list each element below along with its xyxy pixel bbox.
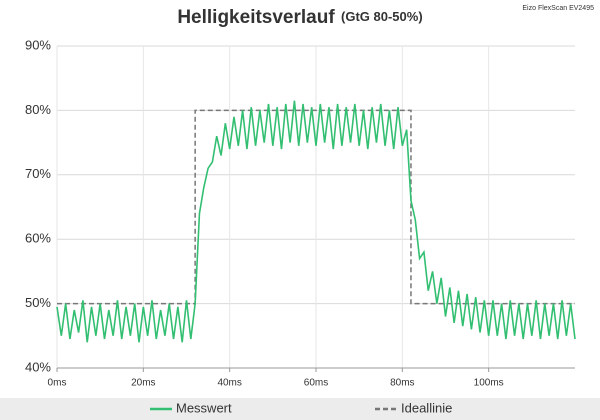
chart-title-suffix: (GtG 80-50%) (341, 9, 423, 24)
y-tick-label: 80% (25, 102, 51, 117)
legend-band (0, 398, 600, 420)
y-tick-label: 40% (25, 359, 51, 374)
legend-label: Ideallinie (401, 400, 452, 415)
chart-subtitle: Eizo FlexScan EV2495 (522, 5, 594, 12)
chart-title: Helligkeitsverlauf (177, 7, 335, 28)
y-tick-label: 90% (25, 37, 51, 52)
x-tick-label: 100ms (474, 378, 504, 389)
y-tick-label: 70% (25, 166, 51, 181)
series-line (57, 109, 575, 305)
x-tick-label: 60ms (304, 378, 328, 389)
x-tick-label: 80ms (390, 378, 414, 389)
y-tick-label: 50% (25, 295, 51, 310)
legend-label: Messwert (176, 400, 232, 415)
x-tick-label: 0ms (48, 378, 67, 389)
x-tick-label: 40ms (217, 378, 241, 389)
x-tick-label: 20ms (131, 378, 155, 389)
series-line (56, 100, 576, 343)
y-tick-label: 60% (25, 231, 51, 246)
chart-title-group: Helligkeitsverlauf (GtG 80-50%) (177, 7, 422, 28)
